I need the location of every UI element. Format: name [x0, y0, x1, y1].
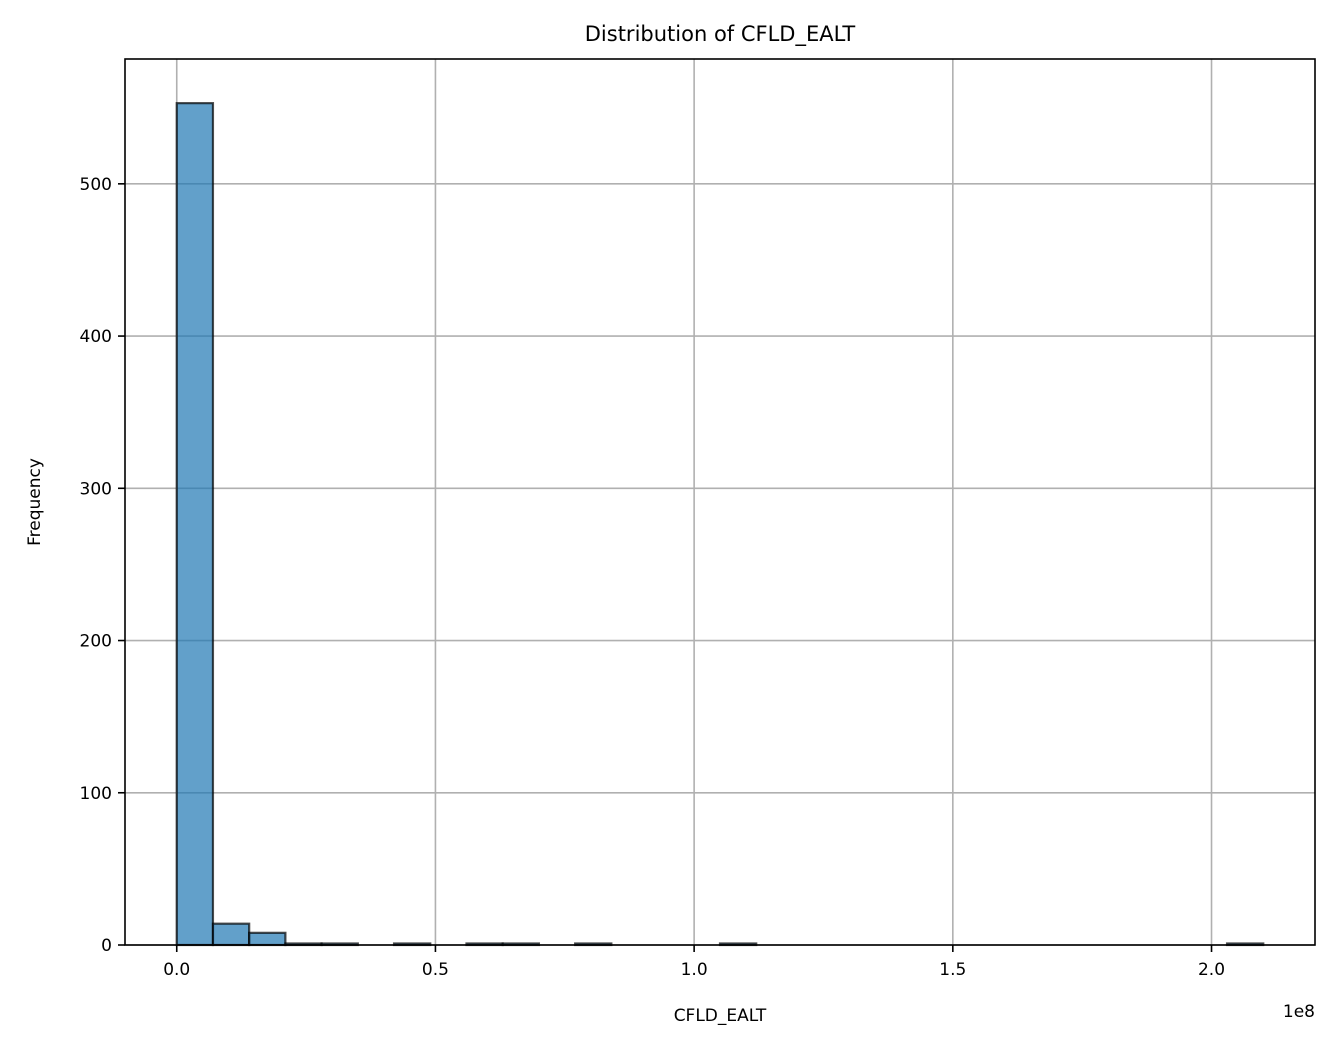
histogram-bar [248, 931, 287, 947]
plot-frame [124, 58, 1316, 946]
x-tick-label: 1.0 [681, 960, 708, 980]
histogram-bar [211, 922, 251, 947]
y-tick-label: 400 [80, 327, 112, 347]
y-tick-label: 300 [80, 479, 112, 499]
x-tick-label: 1.5 [939, 960, 966, 980]
y-tick-label: 0 [101, 936, 112, 956]
x-axis-label: CFLD_EALT [674, 1006, 767, 1026]
x-tick-label: 2.0 [1198, 960, 1225, 980]
x-tick-label: 0.0 [163, 960, 190, 980]
x-tick-label: 0.5 [422, 960, 449, 980]
bars-layer [175, 102, 1265, 947]
x-axis-offset-label: 1e8 [1283, 1002, 1315, 1022]
grid-layer [125, 59, 1315, 946]
ticks-layer: 0.0 0.5 1.0 1.5 2.0 0 100 200 300 400 500 [80, 175, 1225, 980]
y-tick-label: 100 [80, 784, 112, 804]
y-axis-label: Frequency [25, 458, 45, 546]
y-tick-label: 500 [80, 175, 112, 195]
histogram-bar [175, 102, 215, 947]
y-tick-label: 200 [80, 632, 112, 652]
chart-title: Distribution of CFLD_EALT [585, 22, 856, 47]
